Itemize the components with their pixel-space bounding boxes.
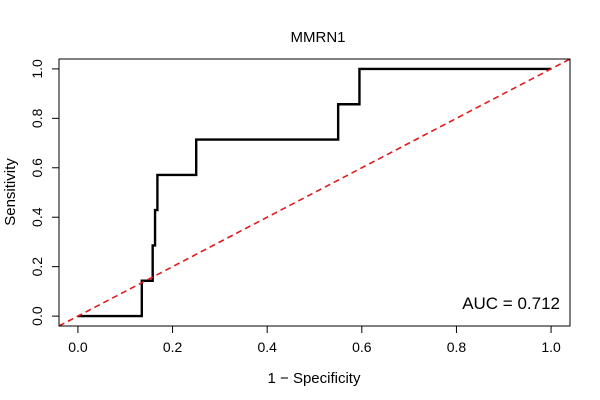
chart-title: MMRN1 [291,29,346,46]
x-tick-label: 0.2 [163,339,183,355]
x-tick-label: 0.4 [257,339,277,355]
roc-curve-line [77,67,552,318]
y-tick-label: 0.6 [29,158,45,178]
y-tick-label: 1.0 [29,59,45,79]
y-tick-label: 0.4 [29,207,45,227]
y-tick-label: 0.2 [29,257,45,277]
y-tick-label: 0.0 [29,306,45,326]
x-tick-label: 0.8 [447,339,467,355]
y-axis: 0.0 0.2 0.4 0.6 0.8 1.0 [29,59,60,326]
series-layer [58,58,571,327]
y-tick-label: 0.8 [29,108,45,128]
auc-annotation: AUC = 0.712 [462,294,560,313]
x-axis-label: 1 − Specificity [268,370,361,387]
y-axis-label: Sensitivity [2,158,19,226]
x-tick-label: 0.6 [352,339,372,355]
x-tick-label: 1.0 [541,339,561,355]
x-axis: 0.0 0.2 0.4 0.6 0.8 1.0 [68,325,561,355]
x-tick-label: 0.0 [68,339,88,355]
reference-diagonal-line [58,58,571,327]
